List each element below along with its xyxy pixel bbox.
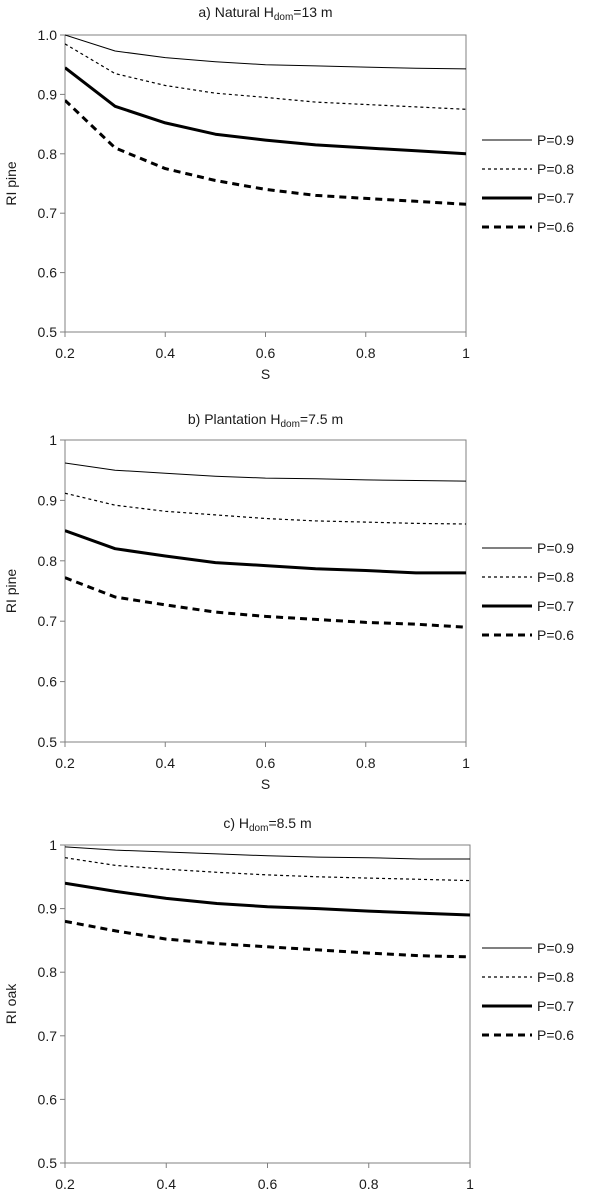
series-line-P=0.9 <box>65 846 470 860</box>
x-tick-label: 0.8 <box>356 755 376 771</box>
series-line-P=0.9 <box>65 34 466 70</box>
legend-entry: P=0.9 <box>537 132 574 148</box>
y-tick-label: 1 <box>49 837 57 853</box>
legend-entry: P=0.6 <box>537 627 574 643</box>
y-tick-label: 0.9 <box>38 901 58 917</box>
y-tick-label: 1.0 <box>38 27 58 43</box>
series-line-P=0.6 <box>65 576 466 629</box>
y-tick-label: 0.7 <box>38 613 58 629</box>
y-axis-label: RI pine <box>3 161 19 206</box>
legend-entry: P=0.8 <box>537 969 574 985</box>
legend-entry: P=0.6 <box>537 219 574 235</box>
x-tick-label: 0.8 <box>359 1176 379 1192</box>
series-line-P=0.8 <box>65 492 466 525</box>
x-tick-label: 0.8 <box>356 345 376 361</box>
legend-entry: P=0.6 <box>537 1027 574 1043</box>
y-axis-label: RI pine <box>3 569 19 614</box>
x-axis-label: S <box>261 776 270 792</box>
y-tick-label: 0.9 <box>38 86 58 102</box>
x-tick-label: 0.4 <box>156 345 176 361</box>
x-tick-label: 0.4 <box>157 1176 177 1192</box>
series-line-P=0.8 <box>65 43 466 110</box>
x-tick-label: 0.6 <box>256 345 276 361</box>
y-tick-label: 0.5 <box>38 324 58 340</box>
x-tick-label: 0.6 <box>256 755 276 771</box>
y-tick-label: 0.6 <box>38 1091 58 1107</box>
y-axis-label: RI oak <box>3 983 19 1024</box>
series-line-P=0.8 <box>65 857 470 882</box>
plot-area <box>64 439 467 743</box>
y-tick-label: 0.8 <box>38 964 58 980</box>
plot-area <box>64 34 467 333</box>
y-tick-label: 0.5 <box>38 734 58 750</box>
chart-title: c) Hdom=8.5 m <box>223 815 311 834</box>
x-axis-label: S <box>261 366 270 382</box>
y-tick-label: 0.9 <box>38 492 58 508</box>
series-line-P=0.7 <box>65 881 470 917</box>
series-line-P=0.7 <box>65 66 466 156</box>
chart-panel-1: a) Natural Hdom=13 m 0.5 0.6 0.7 0.8 0.9 1.0 0.… <box>3 4 574 382</box>
x-tick-label: 0.2 <box>55 1176 75 1192</box>
x-tick-label: 0.2 <box>55 345 75 361</box>
y-tick-label: 0.7 <box>38 205 58 221</box>
y-tick-label: 0.5 <box>38 1155 58 1171</box>
x-tick-label: 1 <box>466 1176 474 1192</box>
x-tick-label: 1 <box>462 345 470 361</box>
chart-panel-2: b) Plantation Hdom=7.5 m 0.5 0.6 0.7 0.8 0.9 1… <box>3 411 574 792</box>
y-tick-label: 0.7 <box>38 1028 58 1044</box>
x-tick-label: 0.2 <box>55 755 75 771</box>
y-tick-label: 1 <box>49 432 57 448</box>
y-tick-label: 0.6 <box>38 265 58 281</box>
legend-entry: P=0.7 <box>537 998 574 1014</box>
series-line-P=0.6 <box>65 919 470 959</box>
x-tick-label: 0.4 <box>156 755 176 771</box>
legend-entry: P=0.7 <box>537 598 574 614</box>
chart-title: b) Plantation Hdom=7.5 m <box>188 411 343 430</box>
x-tick-label: 0.6 <box>258 1176 278 1192</box>
series-line-P=0.9 <box>65 462 466 482</box>
legend-entry: P=0.9 <box>537 540 574 556</box>
chart-title: a) Natural Hdom=13 m <box>198 4 332 23</box>
legend-entry: P=0.8 <box>537 569 574 585</box>
chart-panel-3: c) Hdom=8.5 m 0.5 0.6 0.7 0.8 0.9 1 0.2 0.4 0.6 0.… <box>3 815 574 1198</box>
y-tick-label: 0.6 <box>38 674 58 690</box>
legend-entry: P=0.7 <box>537 190 574 206</box>
x-tick-label: 1 <box>462 755 470 771</box>
series-line-P=0.7 <box>65 529 466 575</box>
legend-entry: P=0.8 <box>537 161 574 177</box>
y-tick-label: 0.8 <box>38 553 58 569</box>
legend-entry: P=0.9 <box>537 940 574 956</box>
series-line-P=0.6 <box>65 99 466 206</box>
y-tick-label: 0.8 <box>38 146 58 162</box>
